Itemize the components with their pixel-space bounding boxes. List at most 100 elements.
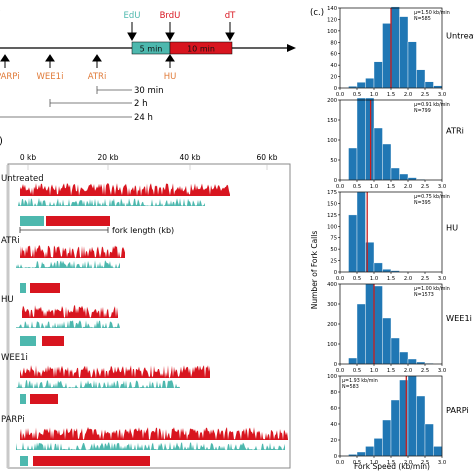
histogram-bar bbox=[365, 283, 375, 365]
track-atri-brdu-signal-area bbox=[20, 245, 125, 258]
x-tick-label: 1.0 bbox=[370, 92, 378, 98]
x-tick-label: 2.0 bbox=[404, 460, 412, 466]
x-tick-label: 0.0 bbox=[336, 184, 344, 190]
x-tick-label: 2.0 bbox=[404, 184, 412, 190]
track-hu-brdu-signal bbox=[22, 305, 118, 318]
histogram-bar bbox=[373, 127, 383, 181]
track-untreated-brdu-segment bbox=[46, 216, 110, 226]
x-tick-label: 1.0 bbox=[370, 276, 378, 282]
histogram-atri: 0 50 100 150 200 0.0 0.5 1.0 1.5 2.0 2.5 3.0 μ=0.91 … bbox=[327, 97, 464, 190]
time-30min: 30 min bbox=[134, 86, 164, 96]
ruler-tick-0kb: 0 kb bbox=[20, 153, 36, 162]
track-untreated-edu-signal bbox=[18, 198, 205, 206]
y-tick-label: 100 bbox=[327, 342, 337, 348]
condition-label: WEE1i bbox=[446, 313, 472, 323]
y-tick-label: 140 bbox=[327, 6, 337, 12]
histogram-bar bbox=[373, 61, 383, 89]
y-tick-label: 100 bbox=[327, 224, 337, 230]
histogram-bar bbox=[373, 438, 383, 457]
histogram-bar bbox=[348, 357, 358, 365]
annotation-count: N=583 bbox=[342, 384, 359, 390]
histogram-bar bbox=[382, 317, 392, 365]
x-tick-label: 1.0 bbox=[370, 184, 378, 190]
track-wee1i-brdu-segment bbox=[30, 394, 58, 404]
y-tick-label: 300 bbox=[327, 302, 337, 308]
fork-length-label: fork length (kb) bbox=[112, 226, 174, 235]
histograms: 0 20 40 60 80 100 120 140 0.0 0.5 1.0 1.5 2.0 2.5 3.0 μ… bbox=[327, 6, 474, 466]
y-tick-label: 200 bbox=[327, 98, 337, 104]
y-tick-label: 100 bbox=[327, 138, 337, 144]
histogram-bar bbox=[356, 451, 366, 457]
edu-duration-label: 5 min bbox=[140, 45, 163, 54]
x-tick-label: 2.5 bbox=[421, 460, 429, 466]
histogram-bar bbox=[382, 143, 392, 181]
x-tick-label: 1.5 bbox=[387, 276, 395, 282]
y-tick-label: 0 bbox=[334, 454, 337, 460]
y-tick-label: 150 bbox=[327, 118, 337, 124]
condition-label: PARPi bbox=[446, 405, 469, 415]
track-parpi-edu-signal-area bbox=[16, 442, 285, 450]
track-untreated-brdu-signal-area bbox=[20, 183, 230, 196]
ruler-tick-20kb: 20 kb bbox=[97, 153, 118, 162]
track-hu-brdu-segment bbox=[42, 336, 64, 346]
x-tick-label: 0.0 bbox=[336, 460, 344, 466]
histogram-bar bbox=[365, 446, 375, 457]
histogram-bar bbox=[433, 446, 443, 457]
y-tick-label: 40 bbox=[330, 63, 337, 69]
track-label-parpi: PARPi bbox=[1, 415, 25, 425]
tracks-panel: ) 0 kb 20 kb 40 kb 60 kb Untreated ATRi … bbox=[0, 136, 291, 469]
histogram-bar bbox=[348, 147, 358, 181]
histogram-untreated: 0 20 40 60 80 100 120 140 0.0 0.5 1.0 1.5 2.0 2.5 3.0 μ… bbox=[327, 6, 474, 98]
y-tick-label: 40 bbox=[330, 422, 337, 428]
annotation-mean: μ=0.75 kb/min bbox=[414, 194, 450, 200]
y-tick-label: 25 bbox=[330, 259, 337, 265]
x-tick-label: 3.0 bbox=[438, 460, 446, 466]
track-hu-edu-signal-area bbox=[16, 320, 120, 328]
x-tick-label: 2.5 bbox=[421, 92, 429, 98]
x-tick-label: 1.5 bbox=[387, 92, 395, 98]
y-tick-label: 120 bbox=[327, 17, 337, 23]
y-tick-label: 175 bbox=[327, 190, 337, 196]
wee1i-arrowhead bbox=[45, 54, 55, 62]
histogram-bar bbox=[424, 423, 434, 457]
annotation-mean: μ=1.93 kb/min bbox=[342, 378, 378, 384]
y-tick-label: 20 bbox=[330, 438, 337, 444]
histogram-bar bbox=[416, 395, 426, 457]
histogram-bar bbox=[356, 97, 366, 181]
histogram-bar bbox=[407, 375, 417, 457]
y-tick-label: 0 bbox=[334, 362, 337, 368]
histogram-bar bbox=[407, 358, 417, 365]
condition-label: ATRi bbox=[446, 126, 464, 136]
y-tick-label: 0 bbox=[334, 178, 337, 184]
histogram-bar bbox=[416, 69, 426, 89]
track-label-atri: ATRi bbox=[1, 236, 20, 246]
y-tick-label: 50 bbox=[330, 247, 337, 253]
y-tick-label: 80 bbox=[330, 390, 337, 396]
annotation-mean: μ=1.00 kb/min bbox=[414, 286, 450, 292]
x-tick-label: 2.5 bbox=[421, 276, 429, 282]
histogram-bar bbox=[348, 214, 358, 273]
x-tick-label: 1.5 bbox=[387, 184, 395, 190]
histogram-bar bbox=[356, 82, 366, 89]
histogram-parpi: 0 20 40 60 80 100 0.0 0.5 1.0 1.5 2.0 2.5 3.0 μ=1.93 … bbox=[327, 374, 469, 466]
histogram-bar bbox=[390, 167, 400, 181]
track-hu-edu-segment bbox=[20, 336, 36, 346]
y-tick-label: 60 bbox=[330, 52, 337, 58]
parpi-arrowhead bbox=[0, 54, 10, 62]
histogram-bar bbox=[390, 337, 400, 365]
track-wee1i-brdu-signal bbox=[20, 365, 210, 378]
track-parpi-edu-signal bbox=[16, 442, 285, 450]
histogram-bar bbox=[382, 269, 392, 273]
track-wee1i-edu-signal-area bbox=[16, 380, 180, 388]
track-parpi-brdu-segment bbox=[33, 456, 150, 466]
x-tick-label: 2.0 bbox=[404, 92, 412, 98]
hu-arrowhead bbox=[165, 54, 175, 62]
x-tick-label: 0.5 bbox=[353, 276, 361, 282]
track-parpi-brdu-signal bbox=[20, 427, 288, 440]
edu-label: EdU bbox=[124, 11, 141, 21]
track-atri-edu-segment bbox=[20, 283, 26, 293]
y-tick-label: 200 bbox=[327, 322, 337, 328]
y-tick-label: 60 bbox=[330, 406, 337, 412]
wee1i-label: WEE1i bbox=[37, 72, 64, 82]
brdu-arrowhead bbox=[165, 32, 175, 42]
